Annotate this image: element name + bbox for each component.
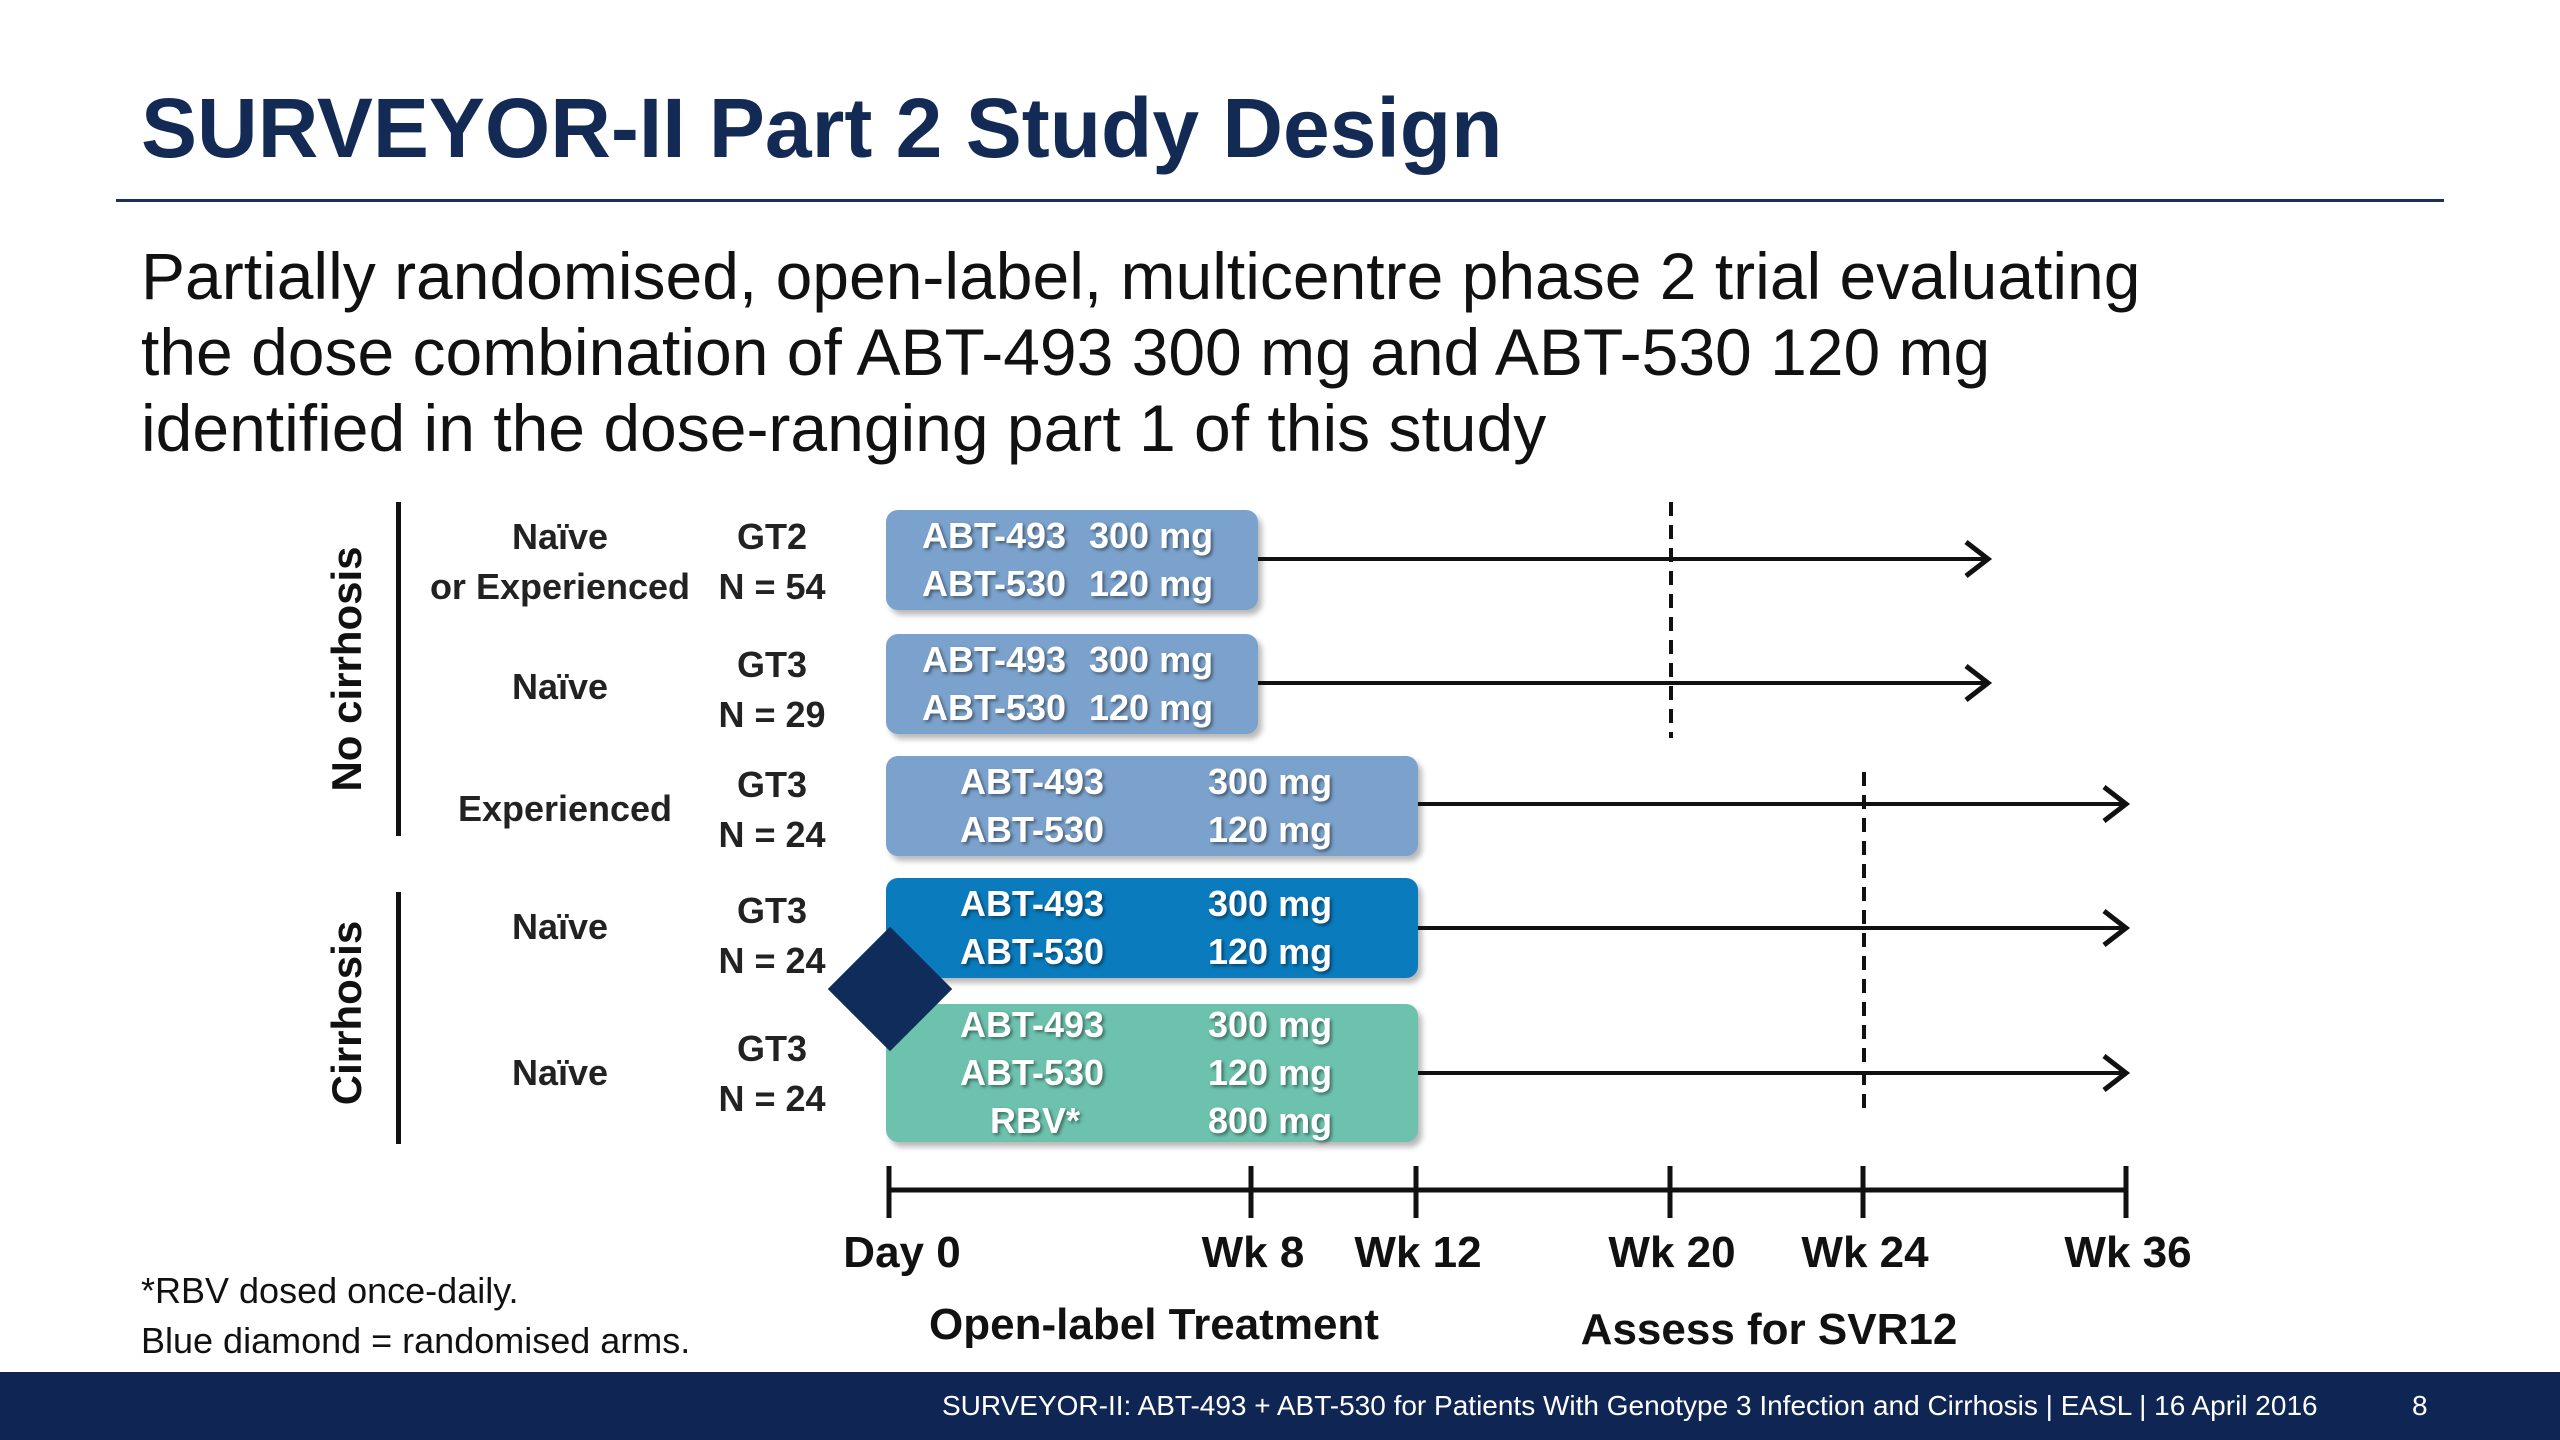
tick-label-wk36: Wk 36 — [2064, 1228, 2192, 1277]
arm-5-drug-2-name: ABT-530 — [960, 1052, 1105, 1093]
arm-4-population-line-1: Naïve — [511, 906, 609, 947]
footer-text: SURVEYOR-II: ABT-493 + ABT-530 for Patie… — [942, 1390, 2318, 1421]
slide-subtitle: Partially randomised, open-label, multic… — [141, 238, 2441, 466]
tick-label-wk24: Wk 24 — [1801, 1228, 1929, 1277]
arm-4-n: N = 24 — [718, 940, 826, 981]
arm-5-drug-1-dose: 300 mg — [1208, 1004, 1333, 1045]
arm-5-treatment-box: ABT-493 300 mg ABT-530 120 mg RBV* 800 m… — [886, 1004, 1418, 1142]
arm-2-drug-2-name: ABT-530 — [922, 687, 1067, 728]
timeline-axis — [886, 1166, 2129, 1218]
arm-5-arrowhead — [2102, 1054, 2131, 1092]
arm-3-drug-2-dose: 120 mg — [1208, 809, 1333, 850]
arm-5-drug-3-dose: 800 mg — [1208, 1100, 1333, 1141]
arm-5-drug-1-name: ABT-493 — [960, 1004, 1105, 1045]
arm-1-population: Naïve or Experienced — [420, 512, 700, 612]
arm-2-genotype: GT3 N = 29 — [706, 640, 838, 740]
treatment-caption: Open-label Treatment — [929, 1300, 1379, 1349]
arm-2-population: Naïve — [420, 662, 700, 712]
slide-title: SURVEYOR-II Part 2 Study Design — [141, 81, 1503, 175]
arm-3-genotype-text: GT3 — [736, 764, 807, 805]
arm-5-n: N = 24 — [718, 1078, 826, 1119]
arm-2-drug-1-dose: 300 mg — [1089, 639, 1214, 680]
arm-2-drug-2-dose: 120 mg — [1089, 687, 1214, 728]
subtitle-line-3: identified in the dose-ranging part 1 of… — [141, 391, 1547, 465]
arm-4-genotype: GT3 N = 24 — [706, 886, 838, 986]
arm-4-drug-2-dose: 120 mg — [1208, 931, 1333, 972]
tick-label-wk20: Wk 20 — [1608, 1228, 1736, 1277]
arm-2-drug-1-name: ABT-493 — [922, 639, 1067, 680]
arm-4-drug-1-name: ABT-493 — [960, 883, 1105, 924]
arm-1-treatment-box: ABT-493 300 mg ABT-530 120 mg — [886, 510, 1258, 610]
arm-1-drug-1-dose: 300 mg — [1089, 515, 1214, 556]
arm-4-population: Naïve — [420, 902, 700, 952]
tick-label-wk8: Wk 8 — [1201, 1228, 1305, 1277]
arm-3-population-line-1: Experienced — [457, 788, 673, 829]
arm-5-population-line-1: Naïve — [511, 1052, 609, 1093]
title-divider — [116, 199, 2444, 202]
arm-5-genotype-text: GT3 — [736, 1028, 807, 1069]
arm-2-arrowhead — [1964, 664, 1993, 702]
arm-2-genotype-text: GT3 — [736, 644, 807, 685]
arm-3-drug-1-name: ABT-493 — [960, 761, 1105, 802]
arm-1-genotype: GT2 N = 54 — [706, 512, 838, 612]
arm-3-genotype: GT3 N = 24 — [706, 760, 838, 860]
arm-3-drug-1-dose: 300 mg — [1208, 761, 1333, 802]
arm-4-treatment-box: ABT-493 300 mg ABT-530 120 mg — [886, 878, 1418, 978]
tick-label-wk12: Wk 12 — [1354, 1228, 1482, 1277]
arm-1-n: N = 54 — [718, 566, 826, 607]
arm-1-drug-2-name: ABT-530 — [922, 563, 1067, 604]
arm-4-genotype-text: GT3 — [736, 890, 807, 931]
arm-5-drug-3-name: RBV* — [990, 1100, 1081, 1141]
arm-2-treatment-box: ABT-493 300 mg ABT-530 120 mg — [886, 634, 1258, 734]
arm-1-drug-2-dose: 120 mg — [1089, 563, 1214, 604]
arm-1-population-line-2: or Experienced — [429, 566, 691, 607]
footnote-diamond: Blue diamond = randomised arms. — [141, 1320, 691, 1361]
arm-5-drug-2-dose: 120 mg — [1208, 1052, 1333, 1093]
page-number: 8 — [2412, 1390, 2428, 1421]
cirrhosis-bracket — [396, 892, 401, 1144]
arm-1-drug-1-name: ABT-493 — [922, 515, 1067, 556]
arm-4-drug-1-dose: 300 mg — [1208, 883, 1333, 924]
arm-arrows — [1258, 540, 2131, 1092]
arm-5-genotype: GT3 N = 24 — [706, 1024, 838, 1124]
footnote-rbv: *RBV dosed once-daily. — [141, 1270, 519, 1311]
arm-1-genotype-text: GT2 — [736, 516, 807, 557]
arm-5-population: Naïve — [420, 1048, 700, 1098]
tick-label-day0: Day 0 — [843, 1228, 961, 1277]
arm-3-n: N = 24 — [718, 814, 826, 855]
assessment-caption: Assess for SVR12 — [1580, 1305, 1958, 1354]
no-cirrhosis-bracket — [396, 502, 401, 836]
arm-3-treatment-box: ABT-493 300 mg ABT-530 120 mg — [886, 756, 1418, 856]
arm-3-population: Experienced — [420, 784, 710, 834]
arm-3-drug-2-name: ABT-530 — [960, 809, 1105, 850]
arm-4-drug-2-name: ABT-530 — [960, 931, 1105, 972]
footer-bar: SURVEYOR-II: ABT-493 + ABT-530 for Patie… — [0, 1372, 2560, 1440]
arm-3-arrowhead — [2102, 785, 2131, 823]
arm-1-arrowhead — [1964, 540, 1993, 578]
arm-1-population-line-1: Naïve — [511, 516, 609, 557]
arm-4-arrowhead — [2102, 909, 2131, 947]
subtitle-line-1: Partially randomised, open-label, multic… — [141, 239, 2141, 313]
arm-2-n: N = 29 — [718, 694, 826, 735]
arm-2-population-line-1: Naïve — [511, 666, 609, 707]
subtitle-line-2: the dose combination of ABT-493 300 mg a… — [141, 315, 1991, 389]
